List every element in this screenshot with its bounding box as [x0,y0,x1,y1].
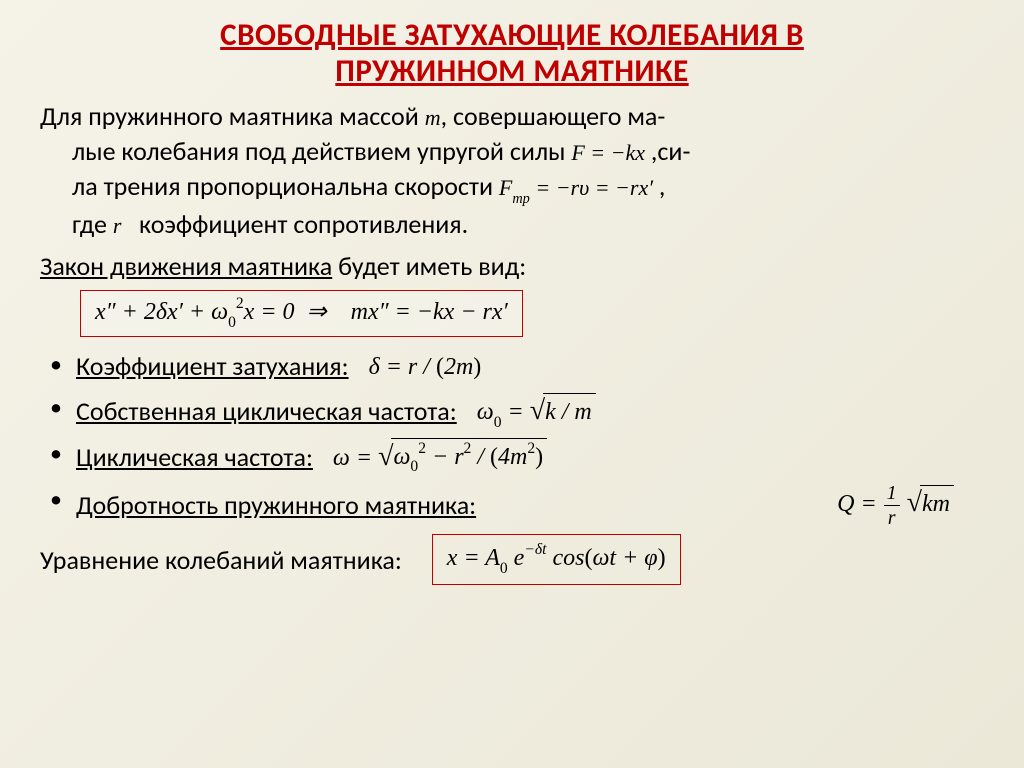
boxed-motion-equation: x″ + 2δx′ + ω02x = 0 ⇒ mx″ = −kx − rx′ [80,290,523,337]
q-sqrt: km [922,491,950,517]
b1-formula: δ = r / (2m) [363,349,482,385]
q-eq: = [854,491,882,517]
q-formula: Q = 1r √km [837,482,954,528]
final-label: Уравнение колебаний маятника: [40,544,402,576]
b1-label: Коэффициент затухания: [76,347,349,386]
bullet-natural-freq: Собственная циклическая частота: ω0 = √k… [40,390,984,432]
title-line-2: ПРУЖИННОМ МАЯТНИКЕ [335,52,688,90]
intro-seg4: ,си- [645,135,690,167]
b2-label: Собственная циклическая частота: [76,392,457,431]
motion-eq: x″ + 2δx′ + ω02x = 0 ⇒ mx″ = −kx − rx′ [95,299,508,325]
b3-formula: ω = √ω02 − r2 / (4m2) [327,436,547,478]
intro-seg2: , совершающего ма- [441,100,666,132]
title-line-1: СВОБОДНЫЕ ЗАТУХАЮЩИЕ КОЛЕБАНИЯ В [220,16,804,54]
bullet-cyclic-freq: Циклическая частота: ω = √ω02 − r2 / (4m… [40,436,984,478]
var-r: r [113,213,122,238]
final-row: Уравнение колебаний маятника: x = A0 e−δ… [40,534,984,585]
intro-paragraph: Для пружинного маятника массой m, соверш… [40,99,984,242]
bullet-quality-factor: Добротность пружинного маятника: Q = 1r … [40,482,984,528]
solution-eq: x = A0 e−δt cos(ωt + φ) [447,545,666,571]
formula-elastic: F = −kx [571,140,645,165]
law-heading: Закон движения маятника будет иметь вид: [40,250,984,282]
boxed-solution: x = A0 e−δt cos(ωt + φ) [432,534,681,585]
q-num: 1 [883,483,901,505]
formula-friction: Fтр = −rυ = −rx′ [499,175,653,200]
var-m: m [425,105,441,130]
law-heading-underlined: Закон движения маятника [40,250,332,282]
law-heading-tail: будет иметь вид: [332,250,526,282]
intro-seg7: где [72,208,113,240]
slide-title: СВОБОДНЫЕ ЗАТУХАЮЩИЕ КОЛЕБАНИЯ В ПРУЖИНН… [40,18,984,89]
b4-label: Добротность пружинного маятника: [76,486,476,525]
intro-seg1: Для пружинного маятника массой [40,100,425,132]
b3-label: Циклическая частота: [76,438,313,477]
q-den: r [888,507,896,529]
bullet-list: Коэффициент затухания: δ = r / (2m) Собс… [40,347,984,528]
b2-formula: ω0 = √k / m [471,390,596,432]
intro-seg5: ла трения пропорциональна скорости [72,170,499,202]
intro-seg8: коэффициент сопротивления. [133,208,468,240]
intro-seg3: лые колебания под действием упругой силы [72,135,571,167]
bullet-damping-coef: Коэффициент затухания: δ = r / (2m) [40,347,984,386]
q-var: Q [837,491,854,517]
intro-seg6: , [653,170,665,202]
